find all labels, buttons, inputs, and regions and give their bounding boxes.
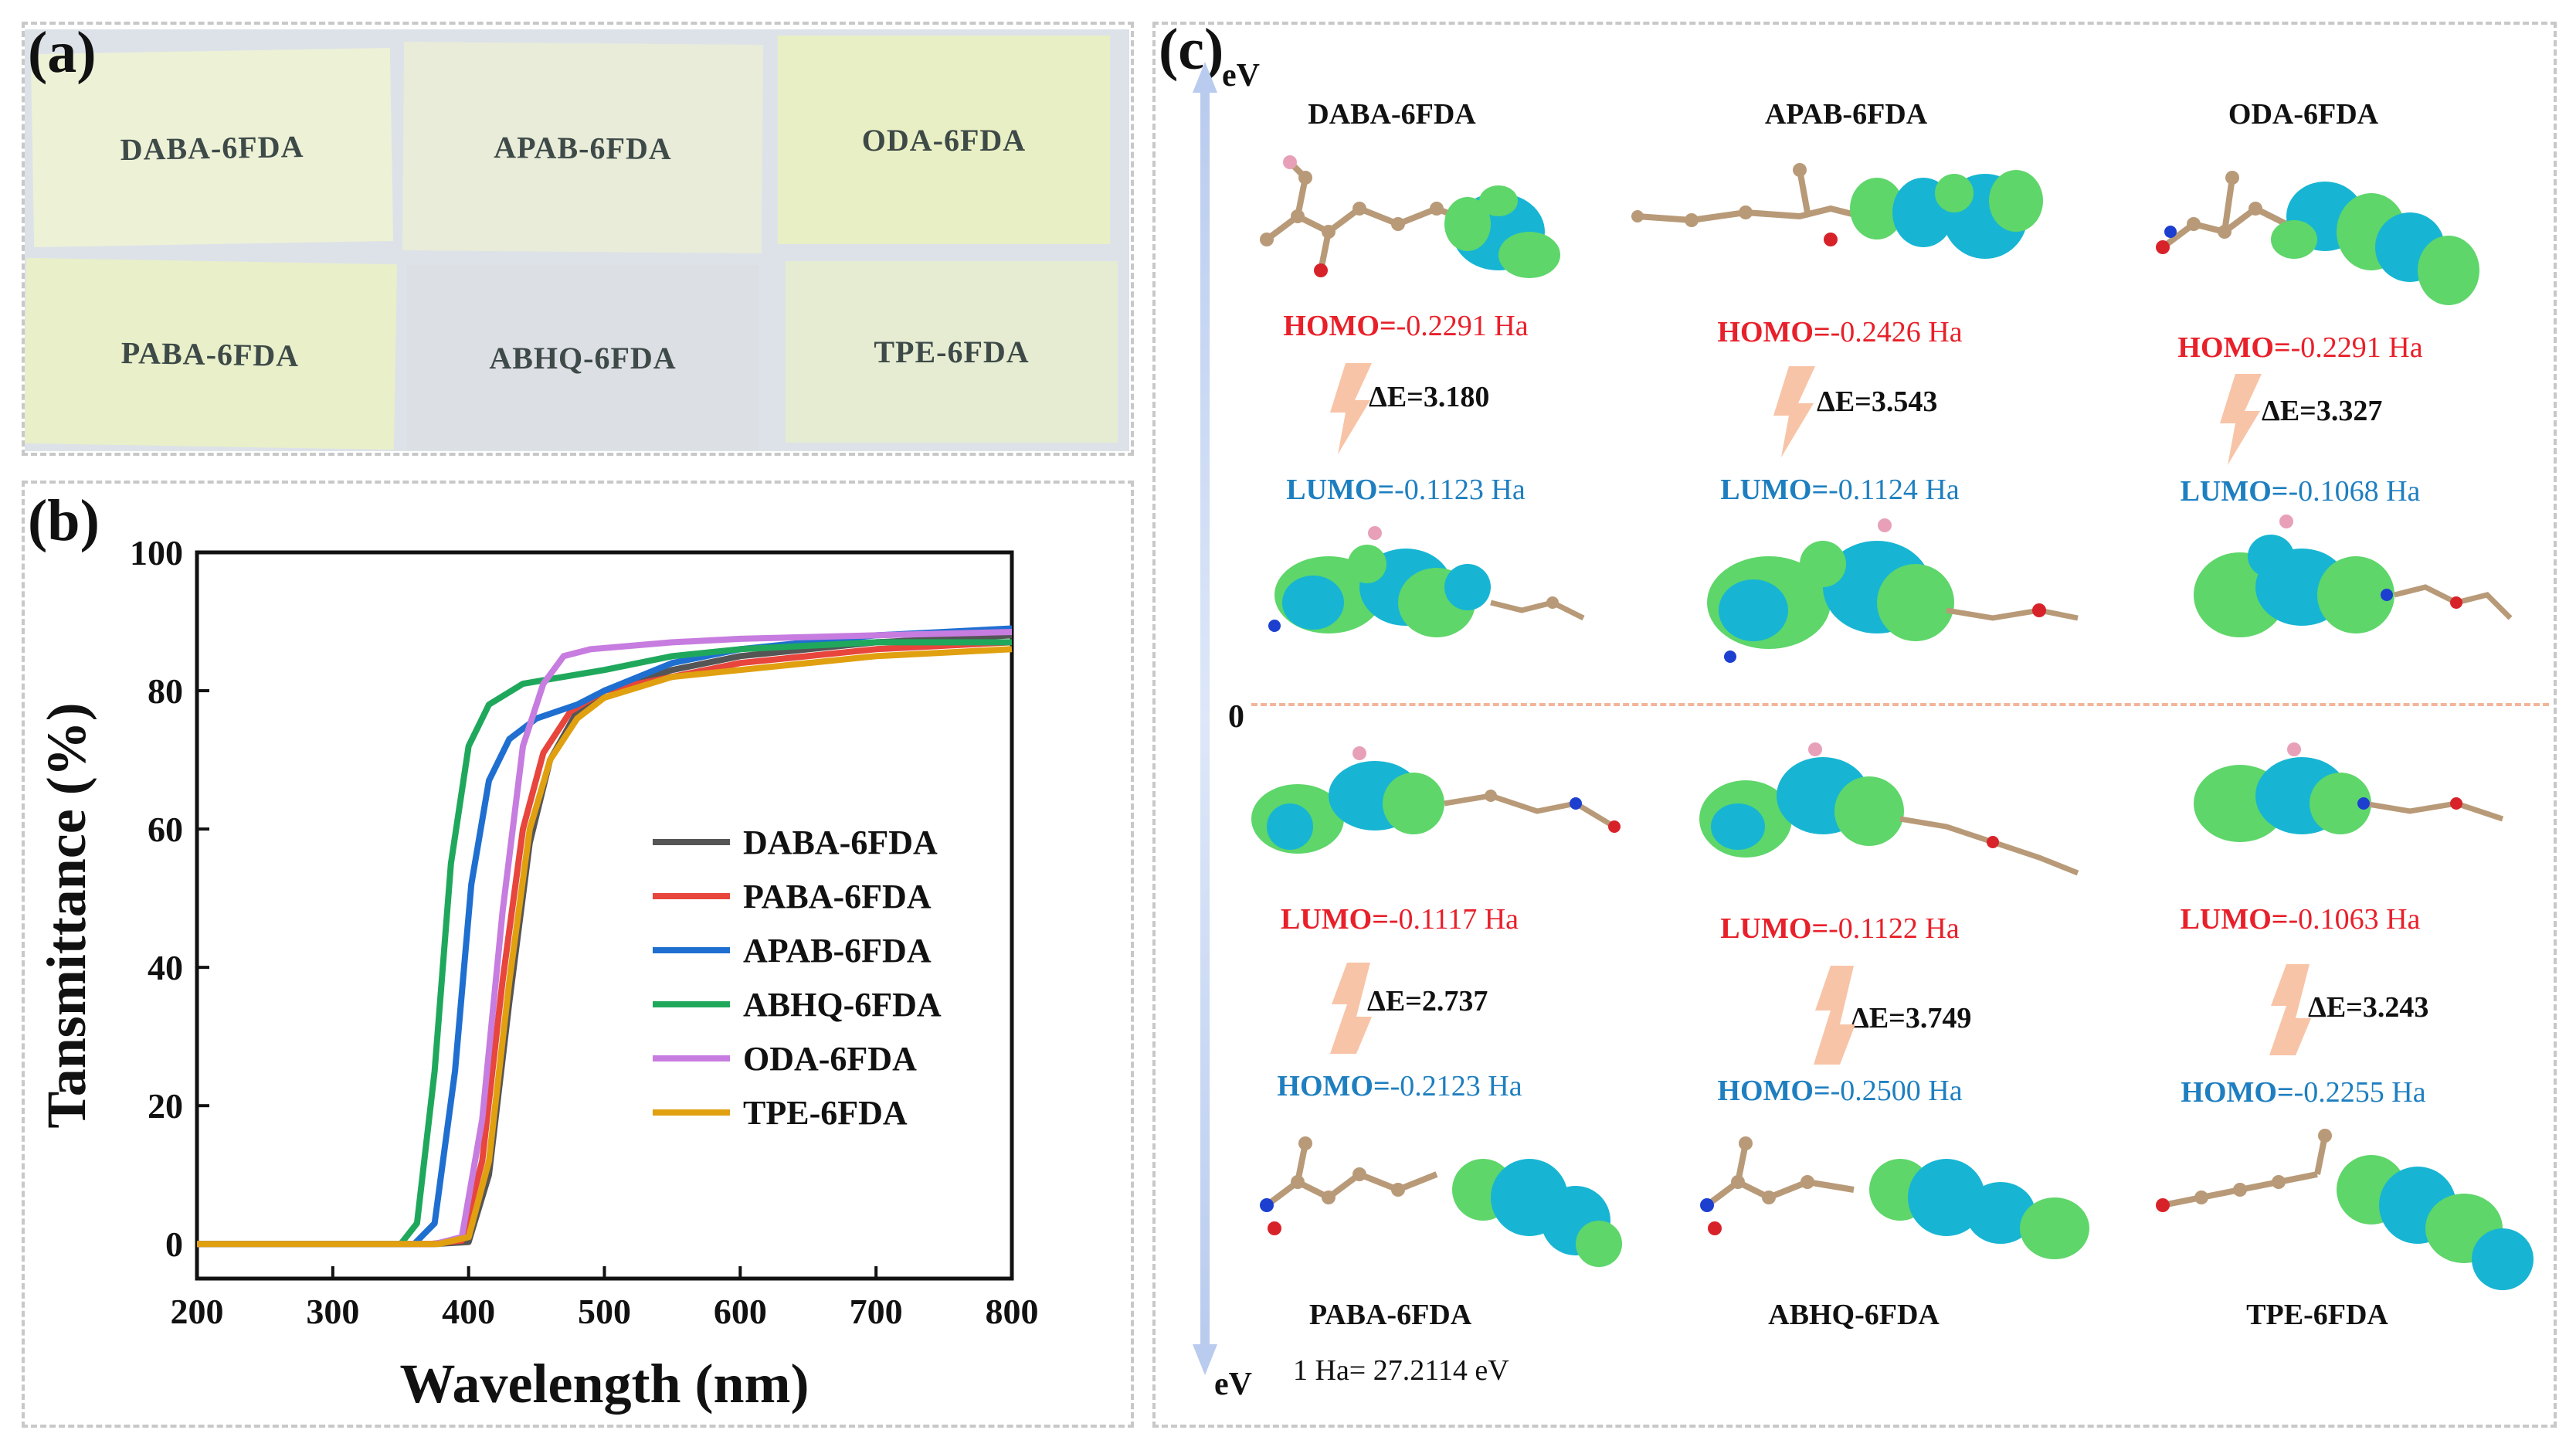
- y-tick-label: 20: [148, 1086, 183, 1126]
- bottom-upper-orbital-2: LUMO=-0.1122 Ha: [1720, 912, 1960, 945]
- x-tick-label: 700: [850, 1292, 903, 1331]
- orbital-image-bottom-lumo-2: [1699, 742, 2079, 876]
- orbital-image-bottom-lumo-3: [2194, 742, 2504, 842]
- y-axis-title: Tansmittance (%): [36, 702, 97, 1128]
- orbital-image-top-lumo-2: [1707, 518, 2079, 663]
- orbital-image-bottom-homo-1: [1260, 1136, 1622, 1267]
- orbital-image-bottom-homo-3: [2156, 1129, 2534, 1290]
- top-gap-1: ΔE=3.180: [1369, 381, 1490, 413]
- legend-label: APAB-6FDA: [743, 932, 932, 970]
- film-photo: DABA-6FDA APAB-6FDA ODA-6FDA PABA-6FDA A…: [25, 29, 1129, 451]
- film-label: TPE-6FDA: [874, 335, 1030, 369]
- y-tick-label: 0: [165, 1225, 183, 1264]
- x-tick-label: 500: [578, 1292, 631, 1331]
- legend-label: TPE-6FDA: [743, 1094, 908, 1132]
- top-molecule-name-2: APAB-6FDA: [1764, 98, 1928, 131]
- top-gap-3: ΔE=3.327: [2262, 395, 2383, 427]
- gap-arrow-down-3: [2220, 374, 2262, 465]
- y-tick-label: 60: [148, 810, 183, 849]
- orbital-image-top-homo-2: [1631, 163, 2043, 259]
- ev-top-label: eV: [1222, 58, 1260, 93]
- transmittance-chart: 200 300 400 500 600 700 800 0 20 40 60 80 100 Wavelen…: [36, 533, 1039, 1415]
- y-tick-label: 100: [130, 533, 183, 572]
- bottom-gap-3: ΔE=3.243: [2308, 991, 2429, 1024]
- bottom-molecule-name-2: ABHQ-6FDA: [1768, 1299, 1940, 1331]
- gap-arrow-down-2: [1773, 366, 1815, 457]
- orbital-image-top-lumo-1: [1268, 526, 1585, 637]
- y-tick-label: 40: [148, 948, 183, 987]
- x-tick-label: 600: [714, 1292, 767, 1331]
- zero-label: 0: [1228, 699, 1244, 735]
- energy-axis-arrow-up: [1193, 62, 1217, 93]
- x-tick-label: 300: [306, 1292, 359, 1331]
- bottom-molecule-name-1: PABA-6FDA: [1308, 1299, 1472, 1331]
- film-oda: ODA-6FDA: [778, 36, 1110, 244]
- bottom-gap-1: ΔE=2.737: [1367, 985, 1488, 1017]
- top-lower-orbital-1: LUMO=-0.1123 Ha: [1286, 474, 1526, 506]
- bottom-upper-orbital-1: LUMO=-0.1117 Ha: [1280, 903, 1519, 936]
- top-gap-2: ΔE=3.543: [1817, 386, 1938, 418]
- x-tick-label: 400: [442, 1292, 495, 1331]
- gap-arrow-up-3: [2269, 964, 2311, 1055]
- energy-axis: [1193, 62, 1217, 1375]
- gap-arrow-up-2: [1814, 966, 1855, 1065]
- panel-b-frame: [22, 481, 1134, 1428]
- x-tick-label: 800: [986, 1292, 1039, 1331]
- top-upper-orbital-3: HOMO=-0.2291 Ha: [2177, 331, 2423, 364]
- orbital-image-bottom-homo-2: [1700, 1136, 2089, 1259]
- x-axis-title: Wavelength (nm): [400, 1353, 809, 1415]
- bottom-gap-2: ΔE=3.749: [1851, 1002, 1972, 1034]
- legend-label: ODA-6FDA: [743, 1040, 917, 1078]
- plot-frame: [195, 550, 1014, 1281]
- panel-c-letter: (c): [1159, 17, 1224, 82]
- gap-arrow-down-1: [1330, 363, 1372, 454]
- top-upper-orbital-2: HOMO=-0.2426 Ha: [1717, 316, 1963, 348]
- panel-a-frame: [22, 22, 1134, 456]
- bottom-molecule-name-3: TPE-6FDA: [2246, 1299, 2388, 1331]
- orbital-image-top-homo-3: [2156, 171, 2479, 305]
- x-tick-label: 200: [171, 1292, 224, 1331]
- energy-axis-bar: [1200, 85, 1210, 1352]
- bottom-lower-orbital-2: HOMO=-0.2500 Ha: [1717, 1075, 1963, 1107]
- series-line-tpe-6fda: [197, 646, 1013, 1248]
- legend-label: ABHQ-6FDA: [743, 986, 942, 1024]
- panel-b-letter: (b): [28, 488, 100, 553]
- bottom-upper-orbital-3: LUMO=-0.1063 Ha: [2180, 903, 2421, 936]
- panel-c-frame: [1152, 22, 2557, 1428]
- hartree-conversion-note: 1 Ha= 27.2114 eV: [1293, 1354, 1509, 1387]
- film-abhq: ABHQ-6FDA: [407, 265, 759, 450]
- top-lower-orbital-3: LUMO=-0.1068 Ha: [2180, 475, 2421, 508]
- film-tpe: TPE-6FDA: [786, 261, 1118, 443]
- top-molecule-name-3: ODA-6FDA: [2228, 98, 2379, 131]
- y-tick-label: 80: [148, 671, 183, 711]
- orbital-image-bottom-lumo-1: [1251, 746, 1621, 854]
- film-label: ODA-6FDA: [861, 122, 1027, 158]
- bottom-lower-orbital-3: HOMO=-0.2255 Ha: [2181, 1076, 2426, 1109]
- zero-line: [1251, 703, 2549, 706]
- legend-label: PABA-6FDA: [743, 878, 932, 915]
- top-lower-orbital-2: LUMO=-0.1124 Ha: [1720, 474, 1960, 506]
- series-line-abhq-6fda: [197, 639, 1012, 1248]
- legend-label: DABA-6FDA: [743, 824, 938, 861]
- gap-arrow-up-1: [1330, 963, 1372, 1054]
- orbital-image-top-homo-1: [1260, 155, 1560, 278]
- orbital-image-top-lumo-3: [2194, 515, 2513, 637]
- bottom-lower-orbital-1: HOMO=-0.2123 Ha: [1277, 1070, 1522, 1102]
- top-upper-orbital-1: HOMO=-0.2291 Ha: [1283, 310, 1529, 342]
- energy-axis-arrow-down: [1193, 1344, 1217, 1375]
- ev-bottom-label: eV: [1214, 1367, 1252, 1402]
- top-molecule-name-1: DABA-6FDA: [1308, 98, 1476, 131]
- film-label: ABHQ-6FDA: [489, 340, 677, 375]
- panel-a-letter: (a): [28, 20, 97, 85]
